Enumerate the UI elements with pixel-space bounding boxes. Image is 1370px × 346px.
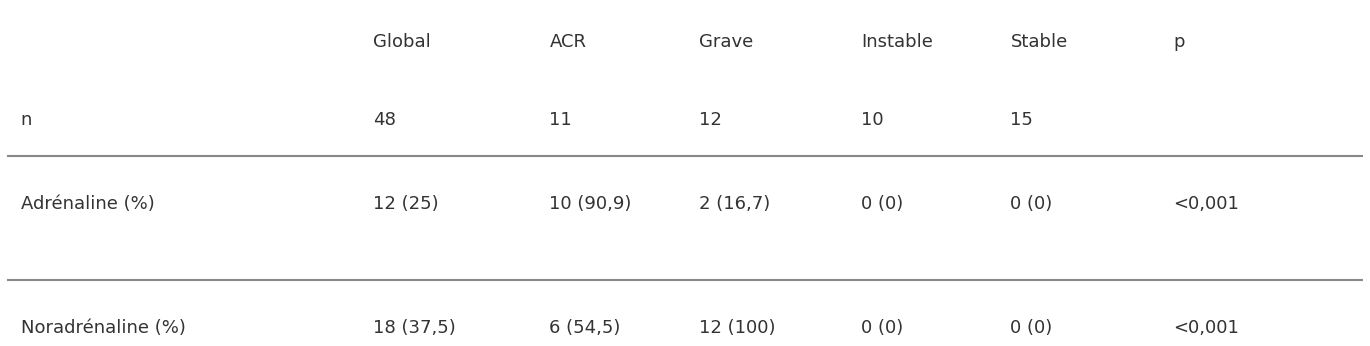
Text: <0,001: <0,001 xyxy=(1173,195,1238,213)
Text: Noradrénaline (%): Noradrénaline (%) xyxy=(21,319,185,337)
Text: p: p xyxy=(1173,33,1185,51)
Text: Instable: Instable xyxy=(862,33,933,51)
Text: 2 (16,7): 2 (16,7) xyxy=(699,195,770,213)
Text: Stable: Stable xyxy=(1011,33,1067,51)
Text: ACR: ACR xyxy=(549,33,586,51)
Text: Global: Global xyxy=(373,33,430,51)
Text: 0 (0): 0 (0) xyxy=(1011,195,1052,213)
Text: 12 (25): 12 (25) xyxy=(373,195,438,213)
Text: 12: 12 xyxy=(699,111,722,129)
Text: 0 (0): 0 (0) xyxy=(862,195,904,213)
Text: 6 (54,5): 6 (54,5) xyxy=(549,319,621,337)
Text: n: n xyxy=(21,111,32,129)
Text: <0,001: <0,001 xyxy=(1173,319,1238,337)
Text: 0 (0): 0 (0) xyxy=(1011,319,1052,337)
Text: 0 (0): 0 (0) xyxy=(862,319,904,337)
Text: 15: 15 xyxy=(1011,111,1033,129)
Text: 18 (37,5): 18 (37,5) xyxy=(373,319,456,337)
Text: 10: 10 xyxy=(862,111,884,129)
Text: 12 (100): 12 (100) xyxy=(699,319,775,337)
Text: 11: 11 xyxy=(549,111,573,129)
Text: 10 (90,9): 10 (90,9) xyxy=(549,195,632,213)
Text: 48: 48 xyxy=(373,111,396,129)
Text: Grave: Grave xyxy=(699,33,752,51)
Text: Adrénaline (%): Adrénaline (%) xyxy=(21,195,155,213)
